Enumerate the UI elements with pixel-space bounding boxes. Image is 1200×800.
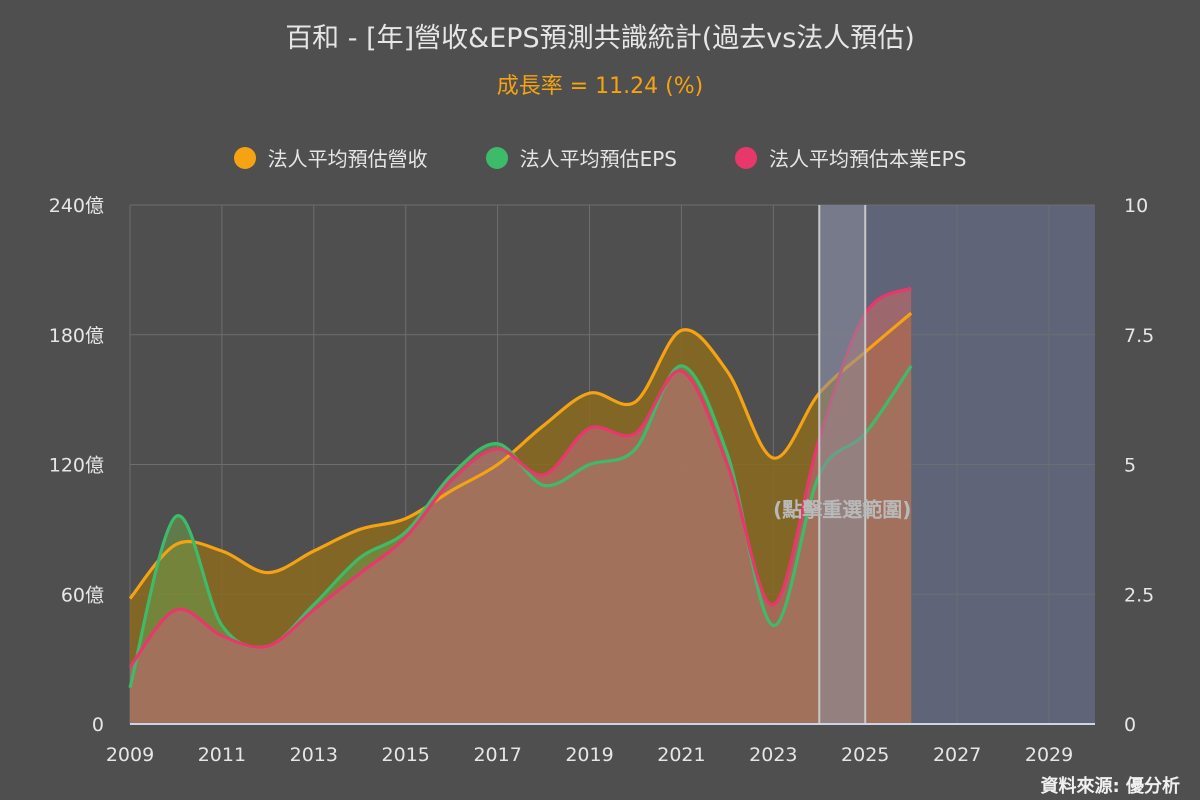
x-tick-label: 2015 <box>382 744 430 766</box>
line-series-0 <box>128 311 913 600</box>
x-tick-label: 2025 <box>841 744 889 766</box>
y-left-tick-label: 60億 <box>61 584 104 606</box>
line-series-2 <box>128 286 912 668</box>
y-right-tick-label: 10 <box>1124 195 1148 217</box>
y-left-tick-label: 240億 <box>49 195 104 217</box>
chart-title: 百和 - [年]營收&EPS預測共識統計(過去vs法人預估) <box>285 23 915 54</box>
y-left-tick-label: 0 <box>92 714 104 736</box>
y-right-tick-label: 0 <box>1124 714 1136 736</box>
series-areas <box>130 288 912 724</box>
y-left-tick-label: 120億 <box>49 455 104 477</box>
y-right-tick-label: 7.5 <box>1124 325 1154 347</box>
x-tick-label: 2021 <box>657 744 705 766</box>
x-tick-label: 2023 <box>749 744 797 766</box>
legend-dot-revenue <box>233 146 256 169</box>
x-tick-label: 2017 <box>473 744 521 766</box>
x-tick-label: 2019 <box>565 744 613 766</box>
legend-item-core-eps[interactable]: 法人平均預估本業EPS <box>735 143 966 172</box>
reselect-range-hint[interactable]: (點擊重選範圍) <box>773 497 911 521</box>
series-lines <box>128 286 913 689</box>
y-right-tick-label: 2.5 <box>1124 584 1154 606</box>
axes: 0 60億 120億 180億 240億 0 2.5 5 7.5 10 2009 2011 2013 20… <box>49 195 1154 766</box>
x-tick-label: 2027 <box>933 744 981 766</box>
legend-label-eps: 法人平均預估EPS <box>519 147 677 171</box>
legend-dot-core-eps <box>735 146 757 169</box>
legend-dot-eps <box>485 146 508 169</box>
x-tick-label: 2013 <box>290 744 338 766</box>
x-tick-label: 2009 <box>106 744 154 766</box>
x-tick-label: 2011 <box>198 744 246 766</box>
legend-item-eps[interactable]: 法人平均預估EPS <box>485 143 677 172</box>
data-source: 資料來源: 優分析 <box>1040 776 1180 797</box>
area-series-2 <box>130 288 912 724</box>
growth-rate-subtitle: 成長率 = 11.24 (%) <box>496 74 704 99</box>
legend: 法人平均預估營收 法人平均預估EPS 法人平均預估本業EPS <box>0 143 1200 172</box>
legend-label-revenue: 法人平均預估營收 <box>267 147 428 171</box>
legend-label-core-eps: 法人平均預估本業EPS <box>769 147 967 171</box>
y-right-tick-label: 5 <box>1124 455 1136 477</box>
x-tick-label: 2029 <box>1025 744 1073 766</box>
y-left-tick-label: 180億 <box>49 325 104 347</box>
selection-rect[interactable] <box>819 205 866 724</box>
selection-range[interactable] <box>818 205 867 724</box>
legend-item-revenue[interactable]: 法人平均預估營收 <box>233 143 428 172</box>
